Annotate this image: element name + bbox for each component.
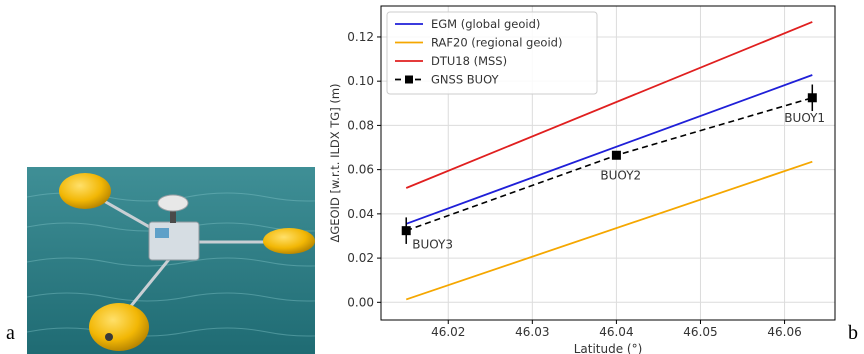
legend-entry: GNSS BUOY [431,73,499,87]
series-line [405,21,813,189]
data-point-marker [611,150,621,160]
y-axis-label: ΔGEOID [w.r.t. ILDX TG] (m) [328,83,342,242]
yellow-float [263,228,315,254]
plot-frame [380,5,836,321]
data-point-marker [401,226,411,236]
yellow-float [59,173,111,209]
legend: EGM (global geoid) RAF20 (regional geoid)… [386,11,598,95]
point-annotation: BUOY1 [784,111,825,125]
series-layer [405,21,813,301]
y-tick-label: 0.02 [347,251,374,265]
y-tick-label: 0.08 [347,118,374,132]
y-tick-label: 0.06 [347,163,374,177]
data-point-marker [807,93,817,103]
gnss-antenna [157,194,189,212]
x-tick-label: 46.03 [515,325,549,339]
legend-entry: DTU18 (MSS) [431,54,507,68]
x-axis-label: Latitude (°) [574,342,643,354]
point-annotation: BUOY3 [412,238,453,252]
legend-box [386,11,598,95]
y-tick-label: 0.10 [347,74,374,88]
x-tick-label: 46.02 [431,325,465,339]
series-line [405,74,813,225]
series-line [405,96,813,232]
legend-entry: EGM (global geoid) [431,17,540,31]
point-annotation: BUOY2 [600,168,641,182]
legend-entry: RAF20 (regional geoid) [431,36,562,50]
y-tick-label: 0.12 [347,30,374,44]
axis-ticks: 46.02 46.03 46.04 46.05 46.06 0.00 0.02 0.04 0.0… [347,30,801,339]
x-tick-label: 46.04 [599,325,633,339]
panel-label-a: a [6,322,15,344]
grid [381,6,835,320]
geoid-chart: 46.02 46.03 46.04 46.05 46.06 0.00 0.02 0.04 0.0… [328,5,836,354]
x-tick-label: 46.06 [767,325,801,339]
marker-layer [401,84,817,244]
annotations: BUOY3 BUOY2 BUOY1 [412,111,825,252]
buoy-photo [27,167,315,354]
panel-label-b: b [848,322,858,344]
y-tick-label: 0.04 [347,207,374,221]
series-line [405,160,813,301]
instrument-housing [148,221,200,261]
legend-marker [405,75,413,84]
y-tick-label: 0.00 [347,295,374,309]
x-tick-label: 46.05 [683,325,717,339]
yellow-float [89,303,149,351]
